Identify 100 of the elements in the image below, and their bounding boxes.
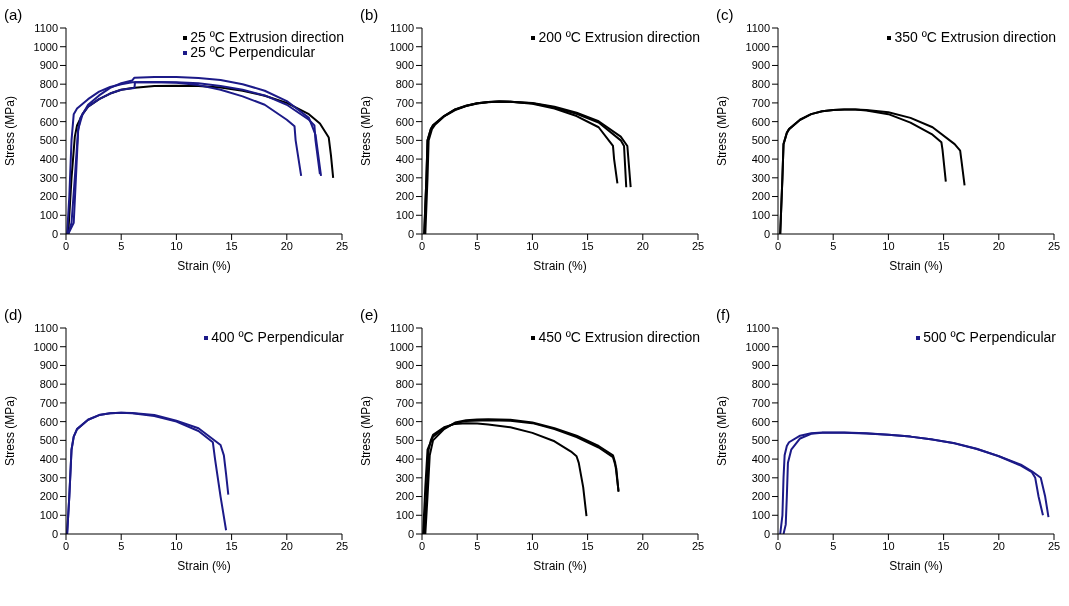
- x-tick-label: 0: [774, 239, 782, 252]
- chart-title: (d): [4, 306, 23, 323]
- x-tick-label: 5: [830, 239, 837, 252]
- chart-title: (b): [360, 6, 379, 23]
- x-tick-label: 20: [280, 539, 293, 552]
- y-tick-label: 0: [763, 227, 770, 240]
- y-tick-label: 800: [751, 378, 770, 391]
- y-tick-label: 900: [39, 59, 58, 72]
- y-axis-title: Stress (MPa): [715, 95, 730, 167]
- y-tick-label: 500: [751, 434, 770, 447]
- legend-label: 350 ºC Extrusion direction: [894, 29, 1056, 45]
- y-tick-label: 1100: [746, 21, 770, 34]
- x-tick-label: 25: [1047, 539, 1061, 552]
- x-tick-label: 15: [581, 239, 594, 252]
- y-tick-label: 200: [751, 190, 770, 203]
- chart-title: (e): [360, 306, 379, 323]
- x-tick-label: 20: [636, 239, 649, 252]
- y-tick-label: 700: [395, 396, 414, 409]
- y-tick-label: 700: [39, 96, 58, 109]
- legend-label: 450 ºC Extrusion direction: [538, 329, 700, 345]
- x-tick-label: 25: [1047, 239, 1061, 252]
- y-tick-label: 200: [39, 190, 58, 203]
- y-axis-title: Stress (MPa): [3, 95, 18, 167]
- y-tick-label: 600: [395, 115, 414, 128]
- y-tick-label: 600: [751, 115, 770, 128]
- y-tick-label: 500: [751, 134, 770, 147]
- legend-label: 500 ºC Perpendicular: [923, 329, 1056, 345]
- y-axis-title: Stress (MPa): [359, 395, 374, 467]
- y-tick-label: 500: [395, 434, 414, 447]
- y-tick-label: 100: [751, 509, 770, 522]
- x-tick-label: 5: [474, 239, 481, 252]
- y-tick-label: 400: [751, 453, 770, 465]
- y-tick-label: 300: [751, 471, 770, 484]
- x-tick-label: 20: [992, 239, 1005, 252]
- x-tick-label: 0: [418, 239, 426, 252]
- x-tick-label: 10: [526, 239, 539, 252]
- legend-label: 25 ºC Perpendicular: [190, 44, 316, 60]
- x-tick-label: 15: [225, 239, 238, 252]
- y-tick-label: 1100: [34, 321, 58, 334]
- x-tick-label: 20: [636, 539, 649, 552]
- x-tick-label: 15: [581, 539, 594, 552]
- y-tick-label: 200: [751, 490, 770, 503]
- x-tick-label: 15: [937, 539, 950, 552]
- x-tick-label: 25: [691, 239, 705, 252]
- y-axis-title: Stress (MPa): [3, 395, 18, 467]
- y-tick-label: 1100: [746, 321, 770, 334]
- y-tick-label: 600: [39, 415, 58, 428]
- x-tick-label: 10: [882, 539, 895, 552]
- x-axis-title: Strain (%): [533, 559, 587, 573]
- y-tick-label: 0: [407, 227, 414, 240]
- y-tick-label: 400: [39, 153, 58, 165]
- y-tick-label: 600: [39, 115, 58, 128]
- y-tick-label: 1100: [390, 321, 414, 334]
- y-tick-label: 1000: [745, 40, 770, 53]
- y-tick-label: 100: [751, 209, 770, 222]
- x-tick-label: 5: [830, 539, 837, 552]
- x-tick-label: 10: [170, 539, 183, 552]
- y-tick-label: 500: [39, 434, 58, 447]
- y-tick-label: 500: [395, 134, 414, 147]
- x-axis-title: Strain (%): [177, 259, 231, 273]
- y-tick-label: 400: [39, 453, 58, 465]
- y-tick-label: 1000: [33, 340, 58, 353]
- legend-label: 25 ºC Extrusion direction: [190, 29, 344, 45]
- x-tick-label: 10: [170, 239, 183, 252]
- y-tick-label: 200: [395, 190, 414, 203]
- chart-title: (f): [716, 306, 731, 323]
- y-tick-label: 200: [395, 490, 414, 503]
- x-tick-label: 20: [280, 239, 293, 252]
- y-tick-label: 0: [51, 527, 58, 540]
- x-tick-label: 25: [335, 239, 349, 252]
- y-tick-label: 900: [39, 359, 58, 372]
- x-tick-label: 0: [62, 539, 70, 552]
- y-tick-label: 800: [39, 78, 58, 91]
- y-tick-label: 900: [751, 359, 770, 372]
- y-tick-label: 1000: [389, 40, 414, 53]
- x-tick-label: 0: [418, 539, 426, 552]
- y-tick-label: 400: [395, 453, 414, 465]
- y-tick-label: 100: [395, 209, 414, 222]
- x-tick-label: 10: [882, 239, 895, 252]
- x-axis-title: Strain (%): [889, 559, 943, 573]
- legend-label: 400 ºC Perpendicular: [211, 329, 344, 345]
- y-tick-label: 1000: [389, 340, 414, 353]
- y-axis-title: Stress (MPa): [715, 395, 730, 467]
- x-tick-label: 5: [118, 539, 125, 552]
- y-tick-label: 0: [407, 527, 414, 540]
- x-tick-label: 0: [774, 539, 782, 552]
- y-tick-label: 400: [751, 153, 770, 165]
- x-tick-label: 15: [225, 539, 238, 552]
- y-tick-label: 900: [395, 59, 414, 72]
- y-tick-label: 1000: [33, 40, 58, 53]
- x-tick-label: 10: [526, 539, 539, 552]
- y-tick-label: 300: [751, 171, 770, 184]
- x-tick-label: 20: [992, 539, 1005, 552]
- y-tick-label: 1100: [390, 21, 414, 34]
- y-tick-label: 200: [39, 490, 58, 503]
- legend-label: 200 ºC Extrusion direction: [538, 29, 700, 45]
- y-tick-label: 600: [751, 415, 770, 428]
- y-tick-label: 100: [395, 509, 414, 522]
- x-tick-label: 25: [691, 539, 705, 552]
- y-tick-label: 800: [751, 78, 770, 91]
